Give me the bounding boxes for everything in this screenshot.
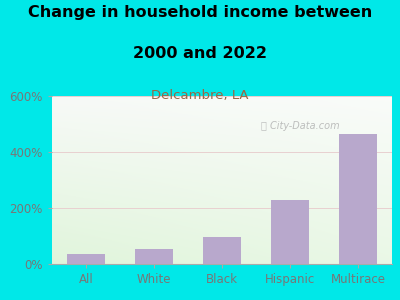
Bar (339, 134, 377, 264)
Bar (135, 249, 173, 264)
Bar (271, 200, 309, 264)
Text: Ⓜ City-Data.com: Ⓜ City-Data.com (261, 121, 340, 131)
Text: 2000 and 2022: 2000 and 2022 (133, 46, 267, 62)
Bar (67, 254, 105, 264)
Bar (203, 237, 241, 264)
Text: Delcambre, LA: Delcambre, LA (151, 88, 249, 101)
Text: Change in household income between: Change in household income between (28, 4, 372, 20)
